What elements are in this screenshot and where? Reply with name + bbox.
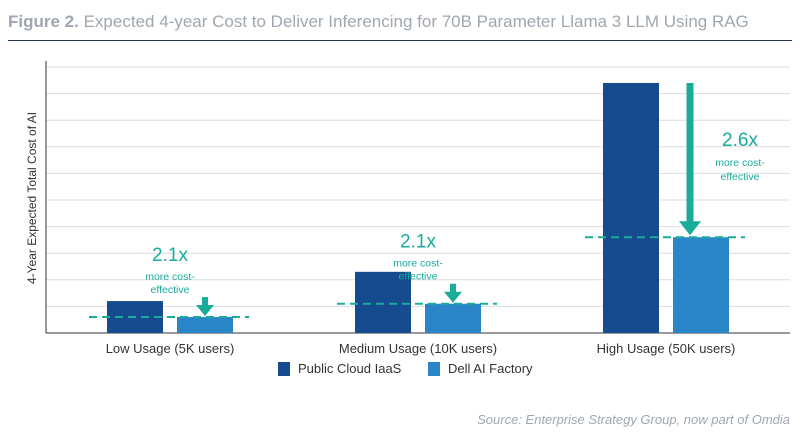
ratio-caption: effective bbox=[721, 171, 760, 183]
arrow-head bbox=[679, 221, 701, 236]
ratio-label: 2.1x bbox=[400, 232, 436, 253]
ratio-label: 2.6x bbox=[722, 130, 758, 151]
bar-dell-1 bbox=[425, 303, 481, 333]
figure-title: Figure 2. Expected 4-year Cost to Delive… bbox=[8, 12, 749, 32]
ratio-caption: more cost- bbox=[145, 271, 195, 283]
bar-public-cloud-2 bbox=[603, 82, 659, 334]
bar-public-cloud-1 bbox=[355, 271, 411, 333]
figure-title-text: Expected 4-year Cost to Deliver Inferenc… bbox=[83, 12, 749, 31]
source-note: Source: Enterprise Strategy Group, now p… bbox=[477, 412, 790, 427]
y-axis-label: 4-Year Expected Total Cost of AI bbox=[25, 112, 39, 284]
ratio-caption: effective bbox=[151, 284, 190, 296]
legend-swatch-dell bbox=[428, 362, 440, 376]
arrow-head bbox=[444, 291, 462, 303]
bar-dell-0 bbox=[177, 317, 233, 333]
bar-dell-2 bbox=[673, 237, 729, 333]
title-bar: Figure 2. Expected 4-year Cost to Delive… bbox=[8, 6, 792, 41]
arrow-head bbox=[196, 305, 214, 317]
figure-title-prefix: Figure 2. bbox=[8, 12, 79, 31]
legend-label-public-cloud: Public Cloud IaaS bbox=[298, 361, 402, 376]
ratio-caption: effective bbox=[399, 271, 438, 283]
x-tick-label: High Usage (50K users) bbox=[597, 341, 736, 356]
ratio-label: 2.1x bbox=[152, 245, 188, 266]
ratio-caption: more cost- bbox=[393, 258, 443, 270]
x-tick-label: Medium Usage (10K users) bbox=[339, 341, 497, 356]
legend-swatch-public-cloud bbox=[278, 362, 290, 376]
x-tick-label: Low Usage (5K users) bbox=[106, 341, 235, 356]
legend-label-dell: Dell AI Factory bbox=[448, 361, 533, 376]
ratio-caption: more cost- bbox=[715, 157, 765, 169]
